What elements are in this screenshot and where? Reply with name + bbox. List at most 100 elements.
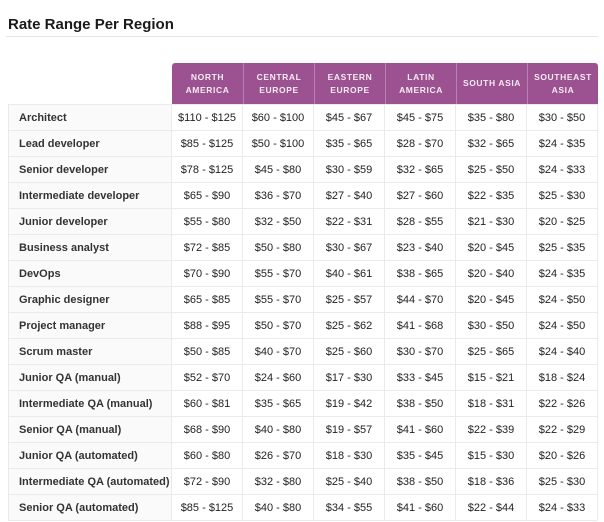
table-row-junior-qa-automated: Junior QA (automated) $60 - $80 $26 - $70 $… xyxy=(8,443,598,469)
rate-cell: $38 - $50 xyxy=(385,469,456,495)
rate-cell: $32 - $50 xyxy=(243,209,314,235)
table-row-intermediate-developer: Intermediate developer $65 - $90 $36 - $70… xyxy=(8,183,598,209)
rate-cell: $22 - $35 xyxy=(456,183,527,209)
rate-cell: $22 - $26 xyxy=(527,391,598,417)
rate-cell: $25 - $62 xyxy=(314,313,385,339)
rate-cell: $33 - $45 xyxy=(385,365,456,391)
rate-cell: $40 - $61 xyxy=(314,261,385,287)
table-row-senior-developer: Senior developer $78 - $125 $45 - $80 $30 -… xyxy=(8,157,598,183)
rate-cell: $21 - $30 xyxy=(456,209,527,235)
rate-cell: $25 - $40 xyxy=(314,469,385,495)
role-cell: Scrum master xyxy=(8,339,172,365)
column-header-southeast-asia: SOUTHEAST ASIA xyxy=(527,63,598,104)
rate-cell: $24 - $40 xyxy=(527,339,598,365)
table-row-business-analyst: Business analyst $72 - $85 $50 - $80 $30 - … xyxy=(8,235,598,261)
rate-cell: $19 - $42 xyxy=(314,391,385,417)
rate-cell: $50 - $70 xyxy=(243,313,314,339)
rate-cell: $40 - $80 xyxy=(243,495,314,521)
rate-cell: $45 - $75 xyxy=(385,104,456,131)
rate-cell: $27 - $40 xyxy=(314,183,385,209)
rate-cell: $30 - $50 xyxy=(456,313,527,339)
table-row-senior-qa-automated: Senior QA (automated) $85 - $125 $40 - $80… xyxy=(8,495,598,521)
table-row-intermediate-qa-manual: Intermediate QA (manual) $60 - $81 $35 - $… xyxy=(8,391,598,417)
role-cell: Lead developer xyxy=(8,131,172,157)
rate-cell: $35 - $45 xyxy=(385,443,456,469)
rate-cell: $15 - $30 xyxy=(456,443,527,469)
rate-cell: $15 - $21 xyxy=(456,365,527,391)
rate-cell: $25 - $30 xyxy=(527,469,598,495)
rate-cell: $24 - $50 xyxy=(527,287,598,313)
table-row-scrum-master: Scrum master $50 - $85 $40 - $70 $25 - $60 $… xyxy=(8,339,598,365)
column-header-north-america: NORTH AMERICA xyxy=(172,63,243,104)
rate-cell: $25 - $60 xyxy=(314,339,385,365)
table-row-graphic-designer: Graphic designer $65 - $85 $55 - $70 $25 - … xyxy=(8,287,598,313)
title-divider xyxy=(6,36,598,37)
rate-range-table: NORTH AMERICA CENTRAL EUROPE EASTERN EUROP… xyxy=(8,63,598,521)
rate-cell: $25 - $57 xyxy=(314,287,385,313)
rate-cell: $24 - $33 xyxy=(527,495,598,521)
rate-cell: $24 - $33 xyxy=(527,157,598,183)
rate-cell: $35 - $65 xyxy=(243,391,314,417)
rate-cell: $60 - $81 xyxy=(172,391,243,417)
rate-cell: $78 - $125 xyxy=(172,157,243,183)
rate-cell: $45 - $67 xyxy=(314,104,385,131)
rate-cell: $41 - $68 xyxy=(385,313,456,339)
role-cell: Intermediate QA (manual) xyxy=(8,391,172,417)
rate-cell: $60 - $80 xyxy=(172,443,243,469)
rate-cell: $35 - $65 xyxy=(314,131,385,157)
rate-cell: $18 - $31 xyxy=(456,391,527,417)
column-header-eastern-europe: EASTERN EUROPE xyxy=(314,63,385,104)
table-row-junior-developer: Junior developer $55 - $80 $32 - $50 $22 - … xyxy=(8,209,598,235)
rate-cell: $24 - $60 xyxy=(243,365,314,391)
rate-cell: $18 - $24 xyxy=(527,365,598,391)
table-row-senior-qa-manual: Senior QA (manual) $68 - $90 $40 - $80 $19 … xyxy=(8,417,598,443)
rate-cell: $23 - $40 xyxy=(385,235,456,261)
role-cell: Junior developer xyxy=(8,209,172,235)
rate-cell: $30 - $50 xyxy=(527,104,598,131)
rate-cell: $34 - $55 xyxy=(314,495,385,521)
rate-cell: $110 - $125 xyxy=(172,104,243,131)
rate-cell: $32 - $80 xyxy=(243,469,314,495)
rate-cell: $30 - $67 xyxy=(314,235,385,261)
role-cell: Junior QA (manual) xyxy=(8,365,172,391)
rate-cell: $68 - $90 xyxy=(172,417,243,443)
rate-cell: $85 - $125 xyxy=(172,495,243,521)
table-row-devops: DevOps $70 - $90 $55 - $70 $40 - $61 $38 - $… xyxy=(8,261,598,287)
role-cell: Senior QA (manual) xyxy=(8,417,172,443)
table-row-junior-qa-manual: Junior QA (manual) $52 - $70 $24 - $60 $17 … xyxy=(8,365,598,391)
rate-cell: $41 - $60 xyxy=(385,495,456,521)
rate-cell: $27 - $60 xyxy=(385,183,456,209)
table-row-architect: Architect $110 - $125 $60 - $100 $45 - $67 $… xyxy=(8,104,598,131)
table-header: NORTH AMERICA CENTRAL EUROPE EASTERN EUROP… xyxy=(8,63,598,104)
rate-cell: $38 - $65 xyxy=(385,261,456,287)
rate-cell: $40 - $80 xyxy=(243,417,314,443)
role-cell: Architect xyxy=(8,104,172,131)
rate-cell: $70 - $90 xyxy=(172,261,243,287)
rate-cell: $18 - $30 xyxy=(314,443,385,469)
rate-cell: $65 - $90 xyxy=(172,183,243,209)
rate-cell: $65 - $85 xyxy=(172,287,243,313)
role-cell: Intermediate QA (automated) xyxy=(8,469,172,495)
role-cell: Project manager xyxy=(8,313,172,339)
rate-cell: $72 - $85 xyxy=(172,235,243,261)
rate-cell: $44 - $70 xyxy=(385,287,456,313)
rate-cell: $26 - $70 xyxy=(243,443,314,469)
rate-cell: $45 - $80 xyxy=(243,157,314,183)
rate-cell: $24 - $35 xyxy=(527,261,598,287)
rate-cell: $24 - $35 xyxy=(527,131,598,157)
rate-cell: $20 - $25 xyxy=(527,209,598,235)
rate-cell: $35 - $80 xyxy=(456,104,527,131)
rate-cell: $25 - $30 xyxy=(527,183,598,209)
rate-cell: $60 - $100 xyxy=(243,104,314,131)
rate-cell: $32 - $65 xyxy=(456,131,527,157)
rate-cell: $20 - $26 xyxy=(527,443,598,469)
rate-cell: $19 - $57 xyxy=(314,417,385,443)
table-row-lead-developer: Lead developer $85 - $125 $50 - $100 $35 - … xyxy=(8,131,598,157)
rate-cell: $20 - $40 xyxy=(456,261,527,287)
rate-cell: $18 - $36 xyxy=(456,469,527,495)
rate-cell: $50 - $80 xyxy=(243,235,314,261)
column-header-central-europe: CENTRAL EUROPE xyxy=(243,63,314,104)
rate-cell: $22 - $44 xyxy=(456,495,527,521)
rate-cell: $50 - $85 xyxy=(172,339,243,365)
